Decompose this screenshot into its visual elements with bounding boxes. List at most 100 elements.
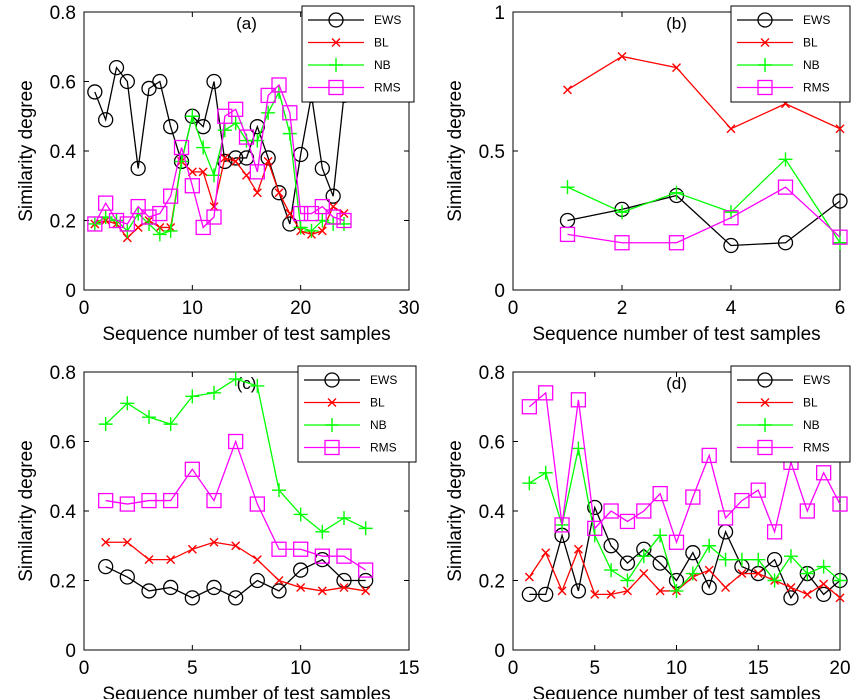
data-point-nb (337, 510, 351, 525)
data-point-bl (187, 544, 197, 554)
legend-marker-nb (758, 418, 772, 432)
data-point-ews (163, 119, 179, 135)
data-point-rms (554, 517, 570, 533)
data-point-nb (163, 223, 178, 238)
y-tick-label: 0.4 (50, 142, 77, 163)
data-point-bl (198, 167, 208, 177)
data-point-ews (314, 160, 330, 177)
data-point-ews (152, 73, 168, 90)
data-point-rms (587, 520, 603, 537)
data-point-bl (737, 569, 747, 579)
legend-marker-ews (757, 372, 773, 388)
legend-box (730, 5, 851, 103)
y-tick-label: 0.2 (479, 572, 505, 593)
data-point-nb (293, 507, 308, 522)
data-point-rms (119, 216, 135, 232)
data-point-rms (734, 492, 750, 509)
panel-d: 0 5 10 15 20 0 0.2 0.4 0.6 0.8 Sequence number of … (445, 363, 851, 699)
legend-label: RMS (803, 81, 830, 95)
data-point-bl (802, 589, 812, 599)
data-point-bl (573, 544, 583, 554)
data-point-ews (260, 150, 276, 166)
data-point-ews (271, 583, 287, 599)
data-point-nb (783, 549, 798, 564)
x-tick-label: 0 (79, 658, 90, 679)
y-tick-label: 0.6 (50, 73, 76, 94)
data-point-bl (622, 586, 632, 596)
data-point-ews (87, 84, 103, 100)
data-point-nb (816, 559, 831, 574)
data-point-nb (142, 410, 156, 425)
data-point-rms (766, 524, 783, 540)
data-point-rms (228, 433, 244, 450)
x-tick-label: 20 (290, 298, 311, 319)
y-axis-title: Similarity degree (16, 80, 37, 222)
data-point-ews (130, 160, 146, 177)
series-line-rms (105, 439, 367, 571)
data-point-nb (261, 105, 276, 120)
data-point-ews (570, 583, 587, 599)
data-point-rms (314, 198, 330, 215)
y-axis-title: Similarity degree (445, 440, 466, 582)
data-point-rms (717, 510, 734, 526)
data-point-nb (163, 417, 178, 432)
data-point-bl (617, 51, 627, 61)
legend-marker-bl (327, 398, 337, 407)
series-line-rms (94, 83, 345, 229)
data-point-rms (173, 139, 190, 156)
data-point-nb (196, 140, 211, 155)
series-line-ews (94, 66, 345, 225)
data-point-rms (336, 212, 352, 229)
legend: EWS BL NB RMS (730, 365, 851, 463)
series-line-nb (529, 448, 841, 593)
y-tick-label: 0.2 (50, 212, 76, 233)
data-point-nb (293, 220, 308, 235)
data-point-rms (228, 101, 244, 117)
legend-marker-rms (328, 79, 344, 96)
data-point-ews (723, 237, 739, 254)
data-point-nb (653, 528, 668, 543)
data-point-rms (238, 129, 255, 145)
y-axis-title: Similarity degree (16, 440, 37, 582)
data-point-ews (652, 555, 668, 571)
legend-marker-rms (757, 79, 773, 96)
data-point-nb (560, 180, 575, 195)
data-point-rms (98, 492, 114, 509)
data-point-rms (750, 482, 766, 498)
data-point-ews (98, 558, 114, 575)
x-tick-label: 0 (508, 658, 519, 679)
data-point-nb (282, 126, 297, 141)
data-point-bl (166, 555, 176, 565)
data-point-rms (141, 209, 157, 225)
data-point-nb (228, 371, 243, 386)
data-point-ews (325, 188, 341, 204)
legend-box (730, 365, 851, 463)
data-point-rms (614, 235, 630, 251)
y-tick-label: 0.8 (479, 363, 505, 384)
y-tick-label: 1 (494, 3, 505, 24)
legend-label: EWS (370, 373, 397, 387)
y-tick-label: 0.5 (479, 142, 505, 163)
y-tick-label: 0.6 (50, 433, 76, 454)
data-point-bl (835, 124, 845, 134)
data-point-nb (734, 552, 749, 567)
data-point-rms (325, 209, 341, 225)
data-point-rms (636, 503, 652, 519)
data-point-ews (206, 73, 222, 90)
data-point-ews (521, 586, 537, 603)
data-point-bl (655, 586, 665, 596)
y-tick-label: 0.8 (50, 3, 76, 24)
data-point-rms (293, 541, 309, 557)
y-tick-label: 0.2 (50, 572, 76, 593)
data-point-bl (263, 156, 273, 166)
data-point-ews (141, 80, 157, 97)
x-tick-label: 4 (726, 298, 737, 319)
data-point-rms (816, 465, 832, 481)
data-point-nb (669, 185, 684, 200)
x-axis-title: Sequence number of test samples (102, 324, 390, 345)
data-point-nb (778, 152, 793, 167)
data-point-ews (777, 235, 794, 251)
data-point-rms (98, 195, 114, 211)
y-tick-label: 0 (494, 641, 505, 662)
data-point-bl (835, 593, 845, 603)
